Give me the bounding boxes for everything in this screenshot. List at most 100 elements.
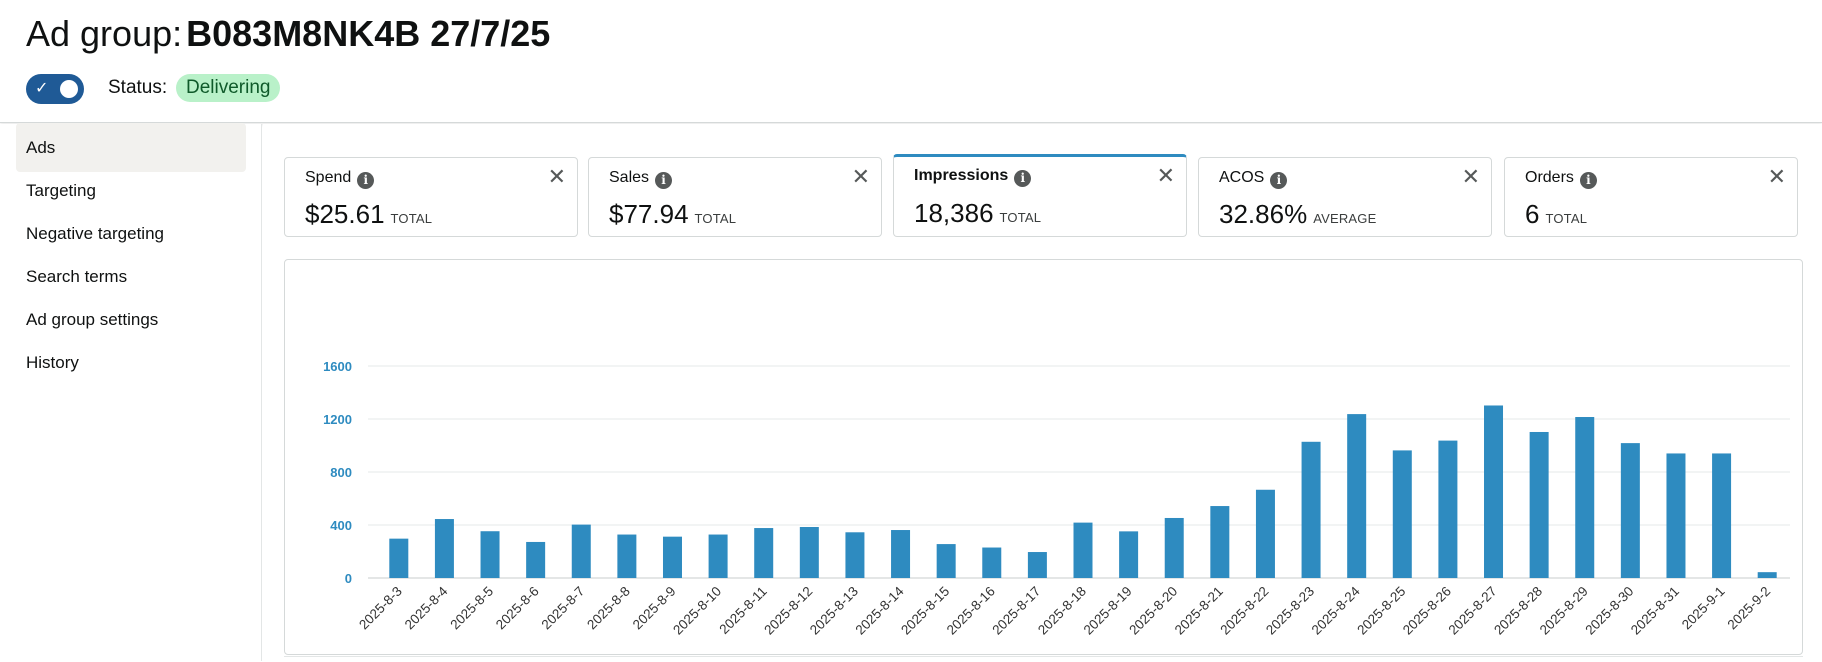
x-tick-label: 2025-8-29 xyxy=(1537,584,1591,638)
toggle-knob xyxy=(60,80,78,98)
x-tick-label: 2025-8-21 xyxy=(1172,584,1226,638)
chart-bar xyxy=(526,541,546,578)
x-tick-label: 2025-8-6 xyxy=(493,584,542,633)
chart-bar xyxy=(1620,443,1640,578)
x-tick-label: 2025-8-17 xyxy=(989,584,1043,638)
metric-value: 32.86% xyxy=(1219,199,1308,229)
sidebar-item-ad-group-settings[interactable]: Ad group settings xyxy=(26,310,159,329)
chart-bar xyxy=(1575,417,1595,578)
chart-bar xyxy=(1027,552,1047,578)
close-icon[interactable]: ✕ xyxy=(1156,163,1175,188)
chart-bar xyxy=(1757,572,1777,578)
y-tick-label: 0 xyxy=(345,571,352,586)
x-tick-label: 2025-8-15 xyxy=(898,584,952,638)
chart-bar xyxy=(1119,531,1139,578)
metric-label: ACOS xyxy=(1219,169,1265,186)
x-tick-label: 2025-8-25 xyxy=(1354,584,1408,638)
x-tick-label: 2025-8-22 xyxy=(1217,584,1271,638)
x-tick-label: 2025-8-5 xyxy=(447,584,496,633)
x-tick-label: 2025-8-13 xyxy=(807,584,861,638)
chart-bar xyxy=(754,528,774,578)
metric-unit: TOTAL xyxy=(390,211,433,226)
chart-bar xyxy=(1438,440,1458,578)
ad-group-name: B083M8NK4B 27/7/25 xyxy=(186,13,551,54)
chart-bar xyxy=(1666,453,1686,578)
info-icon[interactable]: i xyxy=(1579,172,1597,189)
y-tick-label: 400 xyxy=(330,518,352,533)
metric-unit: AVERAGE xyxy=(1313,211,1377,226)
x-tick-label: 2025-8-26 xyxy=(1400,584,1454,638)
sidebar-item-negative-targeting[interactable]: Negative targeting xyxy=(26,224,164,243)
delivery-toggle[interactable]: ✓ xyxy=(26,74,84,104)
chart-bar xyxy=(799,526,819,578)
x-tick-label: 2025-8-30 xyxy=(1582,584,1636,638)
chart-bar xyxy=(1301,441,1321,578)
metric-label: Orders xyxy=(1525,169,1574,186)
main-content: Spend i ✕ $25.61 TOTAL Sales i ✕ $77.94 TOTA… xyxy=(263,124,1822,661)
check-icon: ✓ xyxy=(35,80,49,97)
info-icon[interactable]: i xyxy=(655,172,673,189)
y-tick-label: 1600 xyxy=(323,359,352,374)
close-icon[interactable]: ✕ xyxy=(547,164,566,189)
chart-bar xyxy=(389,538,409,578)
close-icon[interactable]: ✕ xyxy=(1461,164,1480,189)
chart-bar xyxy=(936,544,956,578)
metric-label: Impressions xyxy=(914,167,1009,184)
x-tick-label: 2025-8-4 xyxy=(402,583,451,632)
y-tick-label: 800 xyxy=(330,465,352,480)
chart-bar xyxy=(662,536,682,578)
close-icon[interactable]: ✕ xyxy=(851,164,870,189)
status-badge: Delivering xyxy=(176,74,281,102)
metric-unit: TOTAL xyxy=(999,210,1042,225)
title-prefix: Ad group: xyxy=(26,13,183,54)
metric-card-spend[interactable]: Spend i ✕ $25.61 TOTAL xyxy=(284,157,578,237)
chart-bar xyxy=(891,530,911,578)
chart-bar xyxy=(1392,450,1412,578)
metric-card-impressions[interactable]: Impressions i ✕ 18,386 TOTAL xyxy=(893,154,1187,237)
metric-card-acos[interactable]: ACOS i ✕ 32.86% AVERAGE xyxy=(1198,157,1492,237)
sidebar-item-ads[interactable]: Ads xyxy=(16,123,246,172)
chart-bar xyxy=(1484,405,1504,578)
chart-bar xyxy=(617,534,637,578)
sidebar-nav: Ads Targeting Negative targeting Search … xyxy=(0,123,262,661)
metric-card-orders[interactable]: Orders i ✕ 6 TOTAL xyxy=(1504,157,1798,237)
x-tick-label: 2025-8-18 xyxy=(1035,584,1089,638)
metric-card-sales[interactable]: Sales i ✕ $77.94 TOTAL xyxy=(588,157,882,237)
chart-bar xyxy=(434,519,454,578)
sidebar-item-history[interactable]: History xyxy=(26,353,79,372)
chart-bar xyxy=(1712,453,1732,578)
page-title: Ad group: B083M8NK4B 27/7/25 xyxy=(26,12,550,56)
x-tick-label: 2025-8-27 xyxy=(1445,584,1499,638)
y-tick-label: 1200 xyxy=(323,412,352,427)
chart-bar xyxy=(1210,506,1230,578)
chart-bar xyxy=(845,532,865,578)
sidebar-item-search-terms[interactable]: Search terms xyxy=(26,267,128,286)
chart-bar xyxy=(571,524,591,578)
x-tick-label: 2025-8-20 xyxy=(1126,584,1180,638)
x-tick-label: 2025-8-3 xyxy=(356,584,405,633)
chart-bar xyxy=(1347,414,1367,578)
info-icon[interactable]: i xyxy=(357,172,375,189)
metric-label: Spend xyxy=(305,169,352,186)
chart-bar xyxy=(1164,517,1184,578)
chart-bar xyxy=(1529,431,1549,578)
impressions-chart: 0 400 800 1200 1600 2025-8-3 2025-8-4 2025-8-5 2… xyxy=(284,259,1803,655)
x-tick-label: 2025-8-14 xyxy=(853,583,907,637)
x-tick-label: 2025-8-10 xyxy=(670,584,724,638)
info-icon[interactable]: i xyxy=(1014,170,1032,187)
info-icon[interactable]: i xyxy=(1270,172,1288,189)
x-tick-label: 2025-8-23 xyxy=(1263,584,1317,638)
x-tick-label: 2025-8-12 xyxy=(761,584,815,638)
metric-value: $25.61 xyxy=(305,199,385,229)
x-tick-label: 2025-9-1 xyxy=(1679,584,1728,633)
x-tick-label: 2025-8-8 xyxy=(584,584,633,633)
x-tick-label: 2025-8-19 xyxy=(1081,584,1135,638)
x-tick-label: 2025-8-31 xyxy=(1628,584,1682,638)
sidebar-item-targeting[interactable]: Targeting xyxy=(26,181,96,200)
chart-bar xyxy=(480,531,500,578)
chart-bar xyxy=(708,534,728,578)
metric-label: Sales xyxy=(609,169,650,186)
x-tick-label: 2025-8-28 xyxy=(1491,584,1545,638)
x-tick-label: 2025-8-7 xyxy=(539,584,588,633)
close-icon[interactable]: ✕ xyxy=(1767,164,1786,189)
